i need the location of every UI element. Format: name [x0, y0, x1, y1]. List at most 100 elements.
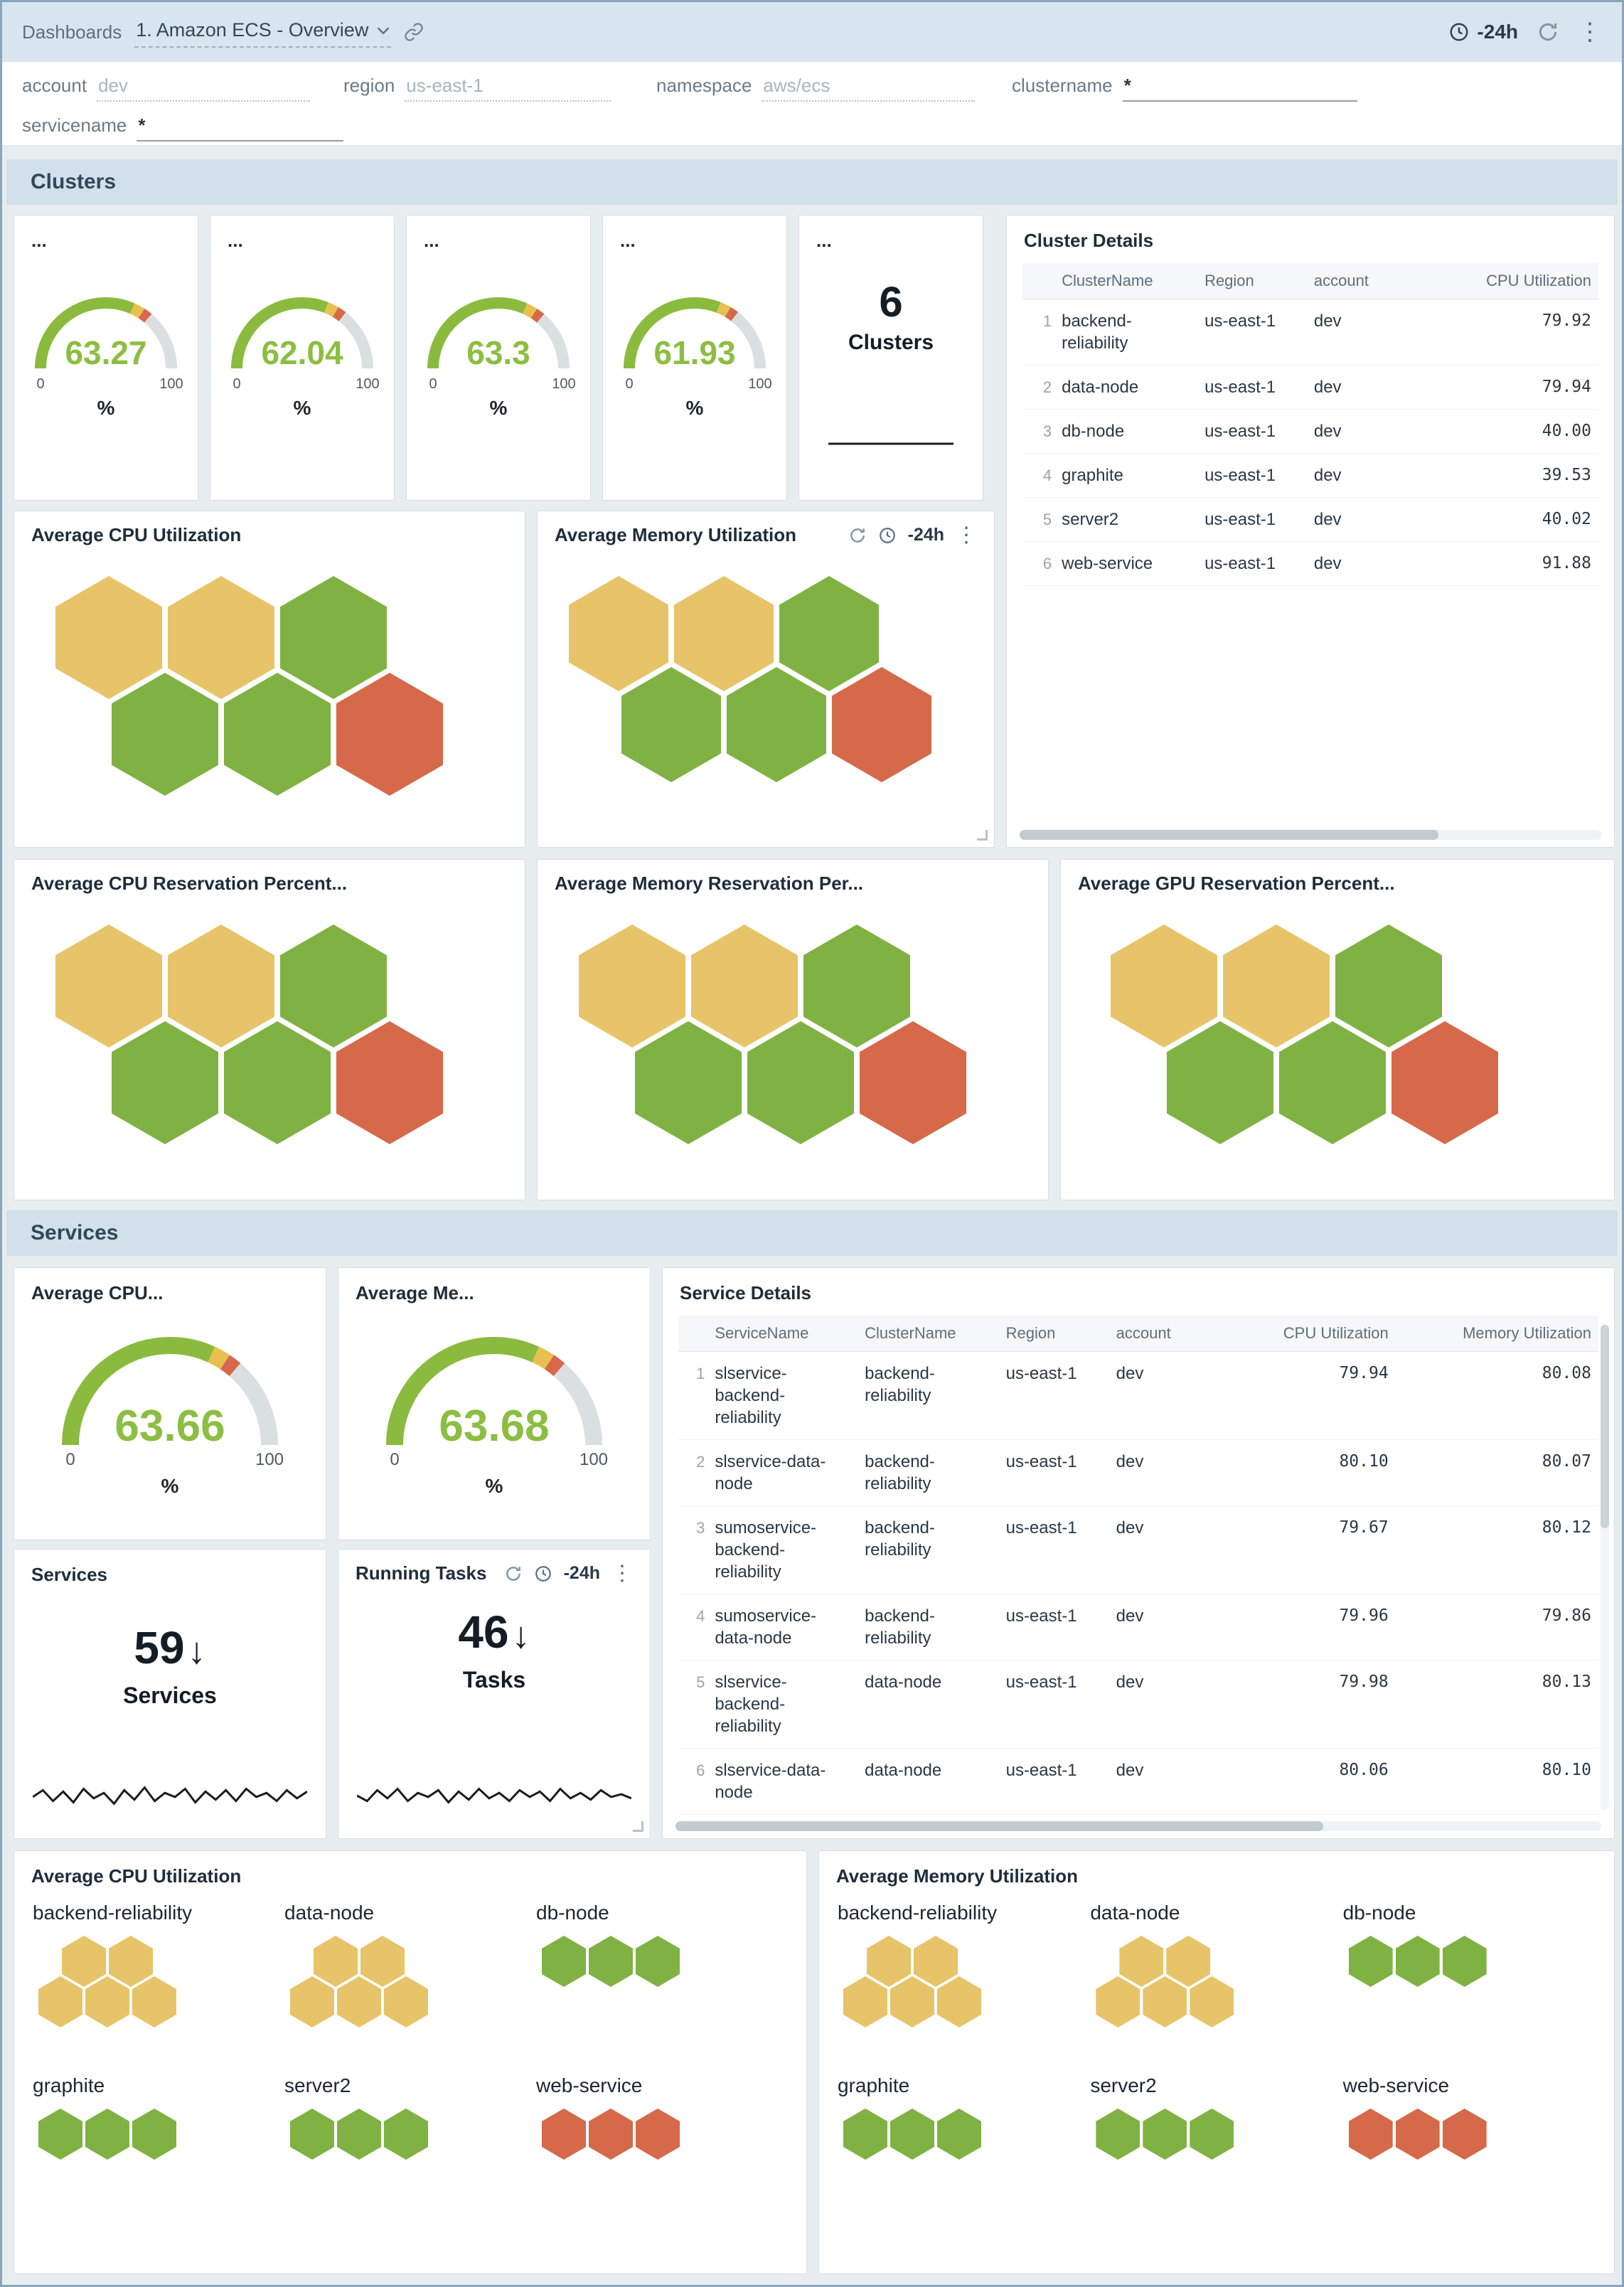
horizontal-scrollbar[interactable]	[1020, 830, 1601, 840]
section-header-clusters[interactable]: Clusters	[6, 159, 1618, 205]
hexagon[interactable]	[1348, 2109, 1393, 2160]
hexagon[interactable]	[1279, 1021, 1386, 1144]
kebab-menu-icon[interactable]: ⋮	[611, 1561, 633, 1585]
hexagon[interactable]	[1167, 1021, 1273, 1144]
hexagon[interactable]	[55, 924, 162, 1047]
hexagon[interactable]	[314, 1936, 358, 1987]
clock-icon[interactable]	[534, 1564, 552, 1583]
honeycomb-chart[interactable]	[38, 2109, 179, 2160]
column-header[interactable]: ClusterName	[1054, 263, 1198, 299]
hexagon[interactable]	[55, 576, 162, 699]
honeycomb-chart[interactable]	[542, 2109, 683, 2160]
hexagon[interactable]	[803, 924, 910, 1047]
hexagon[interactable]	[112, 673, 218, 796]
hexagon[interactable]	[1442, 1936, 1487, 1987]
hexagon[interactable]	[890, 1976, 934, 2027]
hexagon[interactable]	[290, 1976, 334, 2027]
clock-icon[interactable]	[878, 526, 897, 545]
honeycomb-chart[interactable]	[290, 1936, 431, 2027]
table-row[interactable]: 5 server2 us-east-1 dev 40.02	[1022, 497, 1598, 542]
hexagon[interactable]	[1096, 1976, 1140, 2027]
hexagon[interactable]	[384, 2109, 428, 2160]
filter-region-value[interactable]: us-east-1	[405, 75, 611, 102]
column-header[interactable]: ClusterName	[858, 1316, 999, 1352]
hexagon[interactable]	[337, 1976, 381, 2027]
hexagon[interactable]	[337, 2109, 381, 2160]
hexagon[interactable]	[636, 1936, 680, 1987]
honeycomb-chart[interactable]	[1096, 1936, 1236, 2027]
honeycomb-chart[interactable]	[290, 2109, 431, 2160]
hexagon[interactable]	[1190, 1976, 1234, 2027]
honeycomb-chart[interactable]	[55, 576, 449, 796]
hexagon[interactable]	[867, 1936, 911, 1987]
filter-account-value[interactable]: dev	[97, 75, 311, 102]
hexagon[interactable]	[1166, 1936, 1211, 1987]
column-header[interactable]: account	[1109, 1316, 1200, 1352]
column-header[interactable]: account	[1306, 263, 1416, 299]
hexagon[interactable]	[85, 2109, 129, 2160]
hexagon[interactable]	[168, 924, 274, 1047]
hexagon[interactable]	[132, 1976, 176, 2027]
column-header[interactable]: CPU Utilization	[1416, 263, 1598, 299]
filter-servicename-value[interactable]: *	[137, 114, 343, 142]
hexagon[interactable]	[579, 924, 685, 1047]
table-row[interactable]: 1 slservice-backend-reliability backend-re…	[678, 1351, 1598, 1440]
hexagon[interactable]	[747, 1021, 854, 1144]
honeycomb-chart[interactable]	[569, 576, 937, 782]
hexagon[interactable]	[542, 2109, 586, 2160]
hexagon[interactable]	[589, 2109, 633, 2160]
refresh-icon[interactable]	[848, 526, 867, 545]
gauge-chart[interactable]: 62.04 0 100	[210, 287, 394, 393]
hexagon[interactable]	[168, 576, 274, 699]
hexagon[interactable]	[62, 1936, 106, 1987]
hexagon[interactable]	[1395, 2109, 1440, 2160]
hexagon[interactable]	[280, 576, 387, 699]
hexagon[interactable]	[569, 576, 668, 691]
scrollbar-thumb[interactable]	[1601, 1325, 1609, 1529]
vertical-scrollbar[interactable]	[1601, 1325, 1609, 1810]
table-row[interactable]: 3 db-node us-east-1 dev 40.00	[1022, 409, 1598, 454]
kebab-menu-icon[interactable]: ⋮	[956, 523, 977, 547]
table-row[interactable]: 4 graphite us-east-1 dev 39.53	[1022, 453, 1598, 498]
table-row[interactable]: 6 slservice-data-node data-node us-east-1 de…	[678, 1748, 1598, 1815]
hexagon[interactable]	[937, 1976, 981, 2027]
time-range-control[interactable]: -24h	[1448, 21, 1518, 43]
hexagon[interactable]	[621, 667, 721, 782]
filter-account[interactable]: account dev	[22, 75, 343, 107]
hexagon[interactable]	[832, 667, 931, 782]
hexagon[interactable]	[635, 1021, 742, 1144]
share-link-icon[interactable]	[404, 22, 424, 42]
column-header[interactable]: Region	[1197, 263, 1307, 299]
hexagon[interactable]	[1119, 1936, 1164, 1987]
hexagon[interactable]	[727, 667, 826, 782]
hexagon[interactable]	[1143, 2109, 1187, 2160]
hexagon[interactable]	[1223, 924, 1330, 1047]
column-header[interactable]: Region	[998, 1316, 1109, 1352]
honeycomb-chart[interactable]	[843, 2109, 984, 2160]
honeycomb-chart[interactable]	[1348, 1936, 1490, 1987]
hexagon[interactable]	[132, 2109, 176, 2160]
gauge-chart[interactable]: 63.3 0 100	[407, 287, 590, 393]
hexagon[interactable]	[779, 576, 879, 691]
honeycomb-chart[interactable]	[1111, 924, 1504, 1144]
hexagon[interactable]	[280, 924, 387, 1047]
hexagon[interactable]	[1143, 1976, 1187, 2027]
hexagon[interactable]	[38, 2109, 82, 2160]
scrollbar-thumb[interactable]	[1020, 830, 1438, 840]
hexagon[interactable]	[1348, 1936, 1393, 1987]
table-row[interactable]: 2 slservice-data-node backend-reliability u…	[678, 1439, 1598, 1506]
table-row[interactable]: 1 backend-reliability us-east-1 dev 79.92	[1022, 299, 1598, 366]
table-row[interactable]: 3 sumoservice-backend-reliability backend-…	[678, 1505, 1598, 1594]
refresh-icon[interactable]	[1537, 21, 1559, 43]
kebab-menu-icon[interactable]: ⋮	[1578, 18, 1602, 46]
scrollbar-thumb[interactable]	[675, 1821, 1324, 1831]
hexagon[interactable]	[937, 2109, 981, 2160]
hexagon[interactable]	[85, 1976, 129, 2027]
hexagon[interactable]	[636, 2109, 680, 2160]
section-header-services[interactable]: Services	[6, 1210, 1618, 1256]
hexagon[interactable]	[860, 1021, 966, 1144]
hexagon[interactable]	[224, 673, 331, 796]
horizontal-scrollbar[interactable]	[675, 1821, 1601, 1831]
honeycomb-chart[interactable]	[843, 1936, 984, 2027]
hexagon[interactable]	[914, 1936, 958, 1987]
